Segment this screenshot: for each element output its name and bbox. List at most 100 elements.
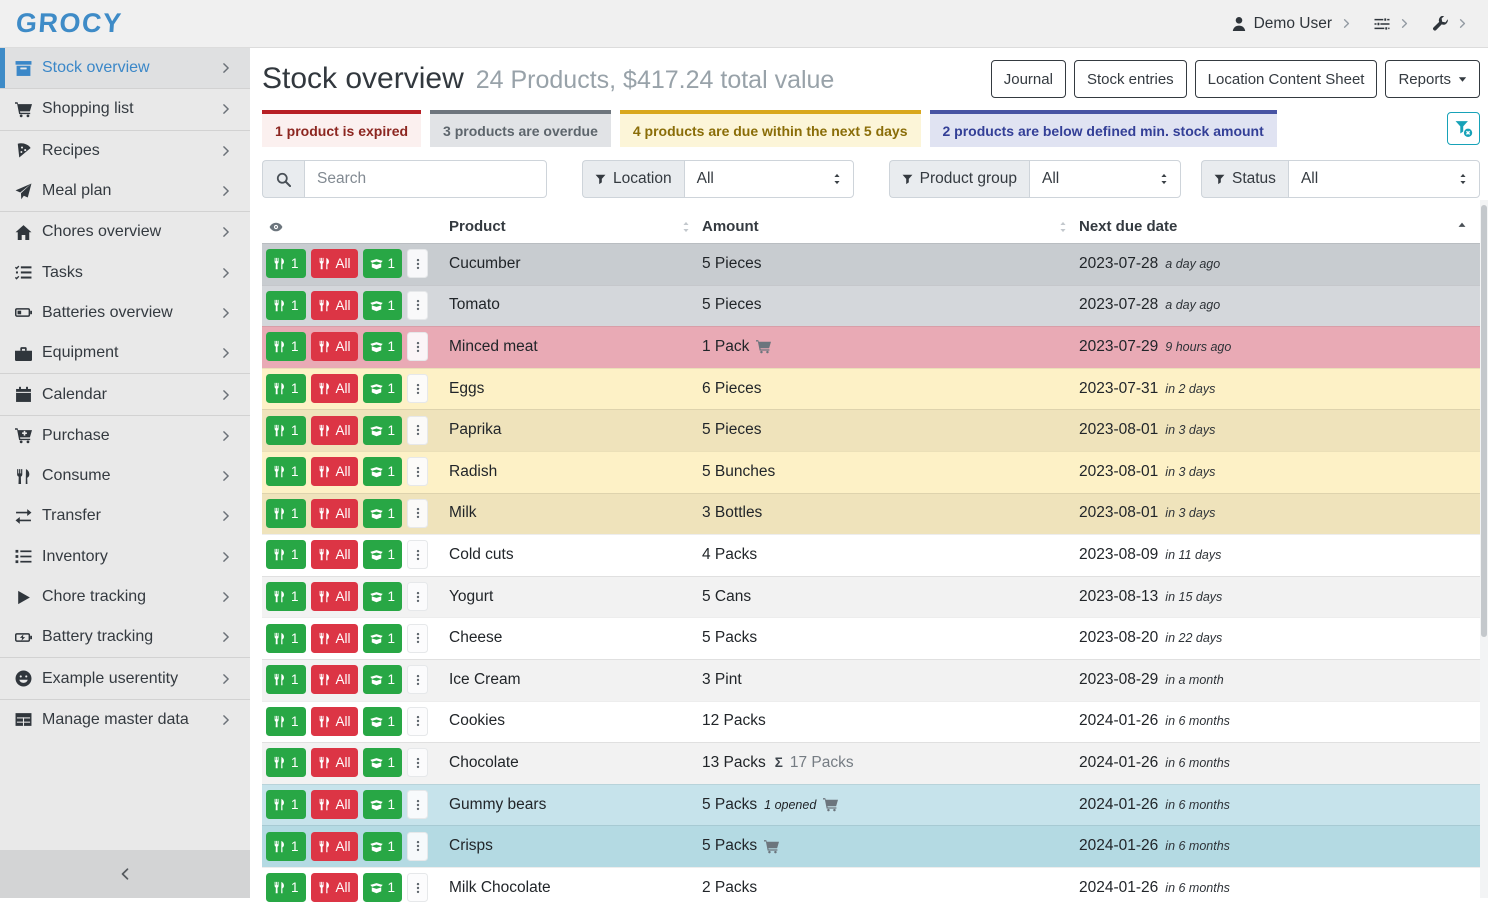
row-menu-button[interactable]: [407, 832, 428, 861]
consume-one-button[interactable]: 1: [266, 499, 306, 528]
open-one-button[interactable]: 1: [363, 416, 403, 445]
consume-all-button[interactable]: All: [311, 457, 358, 486]
sidebar-item-chore-tracking[interactable]: Chore tracking: [0, 577, 250, 617]
open-one-button[interactable]: 1: [363, 540, 403, 569]
open-one-button[interactable]: 1: [363, 832, 403, 861]
journal-button[interactable]: Journal: [991, 60, 1066, 98]
reports-button[interactable]: Reports: [1385, 60, 1480, 98]
open-one-button[interactable]: 1: [363, 457, 403, 486]
consume-all-button[interactable]: All: [311, 582, 358, 611]
open-one-button[interactable]: 1: [363, 790, 403, 819]
open-one-button[interactable]: 1: [363, 707, 403, 736]
consume-all-button[interactable]: All: [311, 416, 358, 445]
open-one-button[interactable]: 1: [363, 374, 403, 403]
location-select[interactable]: All: [684, 160, 854, 198]
sidebar-item-manage-master-data[interactable]: Manage master data: [0, 700, 250, 740]
row-menu-button[interactable]: [407, 499, 428, 528]
consume-one-button[interactable]: 1: [266, 291, 306, 320]
consume-all-button[interactable]: All: [311, 748, 358, 777]
sidebar-item-meal-plan[interactable]: Meal plan: [0, 171, 250, 211]
consume-all-button[interactable]: All: [311, 832, 358, 861]
status-select[interactable]: All: [1288, 160, 1480, 198]
row-menu-button[interactable]: [407, 748, 428, 777]
consume-all-button[interactable]: All: [311, 624, 358, 653]
open-one-button[interactable]: 1: [363, 582, 403, 611]
app-logo[interactable]: GROCY: [15, 8, 124, 39]
consume-all-button[interactable]: All: [311, 790, 358, 819]
sidebar-item-chores-overview[interactable]: Chores overview: [0, 212, 250, 252]
consume-all-button[interactable]: All: [311, 499, 358, 528]
consume-one-button[interactable]: 1: [266, 665, 306, 694]
row-menu-button[interactable]: [407, 457, 428, 486]
consume-one-button[interactable]: 1: [266, 540, 306, 569]
banner-due-soon[interactable]: 4 products are due within the next 5 day…: [620, 110, 921, 147]
user-menu[interactable]: Demo User: [1231, 15, 1352, 33]
consume-one-button[interactable]: 1: [266, 748, 306, 777]
consume-one-button[interactable]: 1: [266, 832, 306, 861]
consume-one-button[interactable]: 1: [266, 249, 306, 278]
sidebar-collapse-button[interactable]: [0, 850, 250, 898]
consume-one-button[interactable]: 1: [266, 582, 306, 611]
sidebar-item-equipment[interactable]: Equipment: [0, 333, 250, 373]
row-menu-button[interactable]: [407, 582, 428, 611]
consume-all-button[interactable]: All: [311, 540, 358, 569]
sidebar-item-calendar[interactable]: Calendar: [0, 374, 250, 414]
row-menu-button[interactable]: [407, 665, 428, 694]
consume-all-button[interactable]: All: [311, 665, 358, 694]
open-one-button[interactable]: 1: [363, 748, 403, 777]
sidebar-item-example-userentity[interactable]: Example userentity: [0, 658, 250, 698]
search-input[interactable]: [304, 160, 547, 198]
row-menu-button[interactable]: [407, 624, 428, 653]
open-one-button[interactable]: 1: [363, 291, 403, 320]
product-group-select[interactable]: All: [1029, 160, 1181, 198]
header-product[interactable]: Product: [449, 218, 702, 235]
sidebar-item-stock-overview[interactable]: Stock overview: [0, 48, 250, 88]
sidebar-item-inventory[interactable]: Inventory: [0, 537, 250, 577]
consume-one-button[interactable]: 1: [266, 374, 306, 403]
consume-one-button[interactable]: 1: [266, 416, 306, 445]
consume-all-button[interactable]: All: [311, 291, 358, 320]
banner-below-min[interactable]: 2 products are below defined min. stock …: [930, 110, 1277, 147]
open-one-button[interactable]: 1: [363, 249, 403, 278]
sidebar-item-consume[interactable]: Consume: [0, 456, 250, 496]
row-menu-button[interactable]: [407, 790, 428, 819]
open-one-button[interactable]: 1: [363, 665, 403, 694]
open-one-button[interactable]: 1: [363, 499, 403, 528]
row-menu-button[interactable]: [407, 291, 428, 320]
open-one-button[interactable]: 1: [363, 624, 403, 653]
banner-expired[interactable]: 1 product is expired: [262, 110, 421, 147]
consume-all-button[interactable]: All: [311, 374, 358, 403]
consume-all-button[interactable]: All: [311, 707, 358, 736]
consume-one-button[interactable]: 1: [266, 790, 306, 819]
row-menu-button[interactable]: [407, 540, 428, 569]
consume-one-button[interactable]: 1: [266, 624, 306, 653]
sidebar-item-recipes[interactable]: Recipes: [0, 131, 250, 171]
banner-overdue[interactable]: 3 products are overdue: [430, 110, 611, 147]
consume-one-button[interactable]: 1: [266, 707, 306, 736]
consume-one-button[interactable]: 1: [266, 332, 306, 361]
clear-filters-button[interactable]: [1447, 112, 1480, 145]
settings-menu[interactable]: [1374, 16, 1410, 32]
admin-menu[interactable]: [1432, 16, 1468, 32]
stock-entries-button[interactable]: Stock entries: [1074, 60, 1187, 98]
sidebar-item-shopping-list[interactable]: Shopping list: [0, 89, 250, 129]
open-one-button[interactable]: 1: [363, 332, 403, 361]
sidebar-item-tasks[interactable]: Tasks: [0, 252, 250, 292]
row-menu-button[interactable]: [407, 374, 428, 403]
location-content-sheet-button[interactable]: Location Content Sheet: [1195, 60, 1378, 98]
sidebar-item-transfer[interactable]: Transfer: [0, 496, 250, 536]
row-menu-button[interactable]: [407, 332, 428, 361]
row-menu-button[interactable]: [407, 707, 428, 736]
row-menu-button[interactable]: [407, 416, 428, 445]
consume-all-button[interactable]: All: [311, 332, 358, 361]
header-next-due-date[interactable]: Next due date: [1079, 218, 1480, 235]
sidebar-item-purchase[interactable]: Purchase: [0, 416, 250, 456]
consume-all-button[interactable]: All: [311, 249, 358, 278]
consume-one-button[interactable]: 1: [266, 457, 306, 486]
scrollbar-track[interactable]: [1480, 200, 1488, 898]
row-menu-button[interactable]: [407, 249, 428, 278]
sidebar-item-batteries-overview[interactable]: Batteries overview: [0, 293, 250, 333]
header-amount[interactable]: Amount: [702, 218, 1079, 235]
scrollbar-thumb[interactable]: [1481, 205, 1487, 637]
sidebar-item-battery-tracking[interactable]: Battery tracking: [0, 617, 250, 657]
